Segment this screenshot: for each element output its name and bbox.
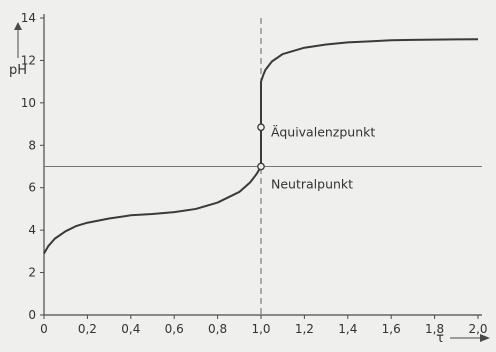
y-tick-label: 10 <box>21 96 36 110</box>
y-tick-label: 14 <box>21 11 36 25</box>
x-tick-label: 2,0 <box>468 322 487 336</box>
x-tick-label: 1,2 <box>295 322 314 336</box>
y-tick-label: 4 <box>28 223 36 237</box>
annotation-label: Äquivalenzpunkt <box>271 124 375 139</box>
x-tick-label: 0,6 <box>165 322 184 336</box>
x-tick-label: 1,0 <box>251 322 270 336</box>
annotation-marker <box>257 162 265 171</box>
x-tick-label: 0,4 <box>121 322 140 336</box>
x-tick-label: 0,2 <box>78 322 97 336</box>
y-tick-label: 8 <box>28 138 36 152</box>
annotation-label: Neutralpunkt <box>271 177 353 192</box>
axes: 0 2 4 6 8 10 12 14 0 0,2 0,4 0,6 0,8 1,0 1,2 1,4 1,6 1,8 2… <box>9 11 490 346</box>
y-axis-arrowhead <box>14 22 22 30</box>
y-tick-label: 6 <box>28 181 36 195</box>
y-tick-label: 12 <box>21 53 36 67</box>
y-axis-title: pH <box>9 63 27 78</box>
x-axis-arrowhead <box>480 334 490 342</box>
x-tick-label: 1,8 <box>425 322 444 336</box>
y-tick-label: 0 <box>28 308 36 322</box>
annotations: Äquivalenzpunkt Neutralpunkt <box>257 123 375 192</box>
x-tick-label: 0 <box>40 322 48 336</box>
x-axis-title: τ <box>436 331 444 346</box>
x-tick-label: 1,4 <box>338 322 357 336</box>
x-tick-label: 0,8 <box>208 322 227 336</box>
annotation-marker <box>257 123 265 132</box>
x-tick-label: 1,6 <box>382 322 401 336</box>
y-tick-label: 2 <box>28 266 36 280</box>
